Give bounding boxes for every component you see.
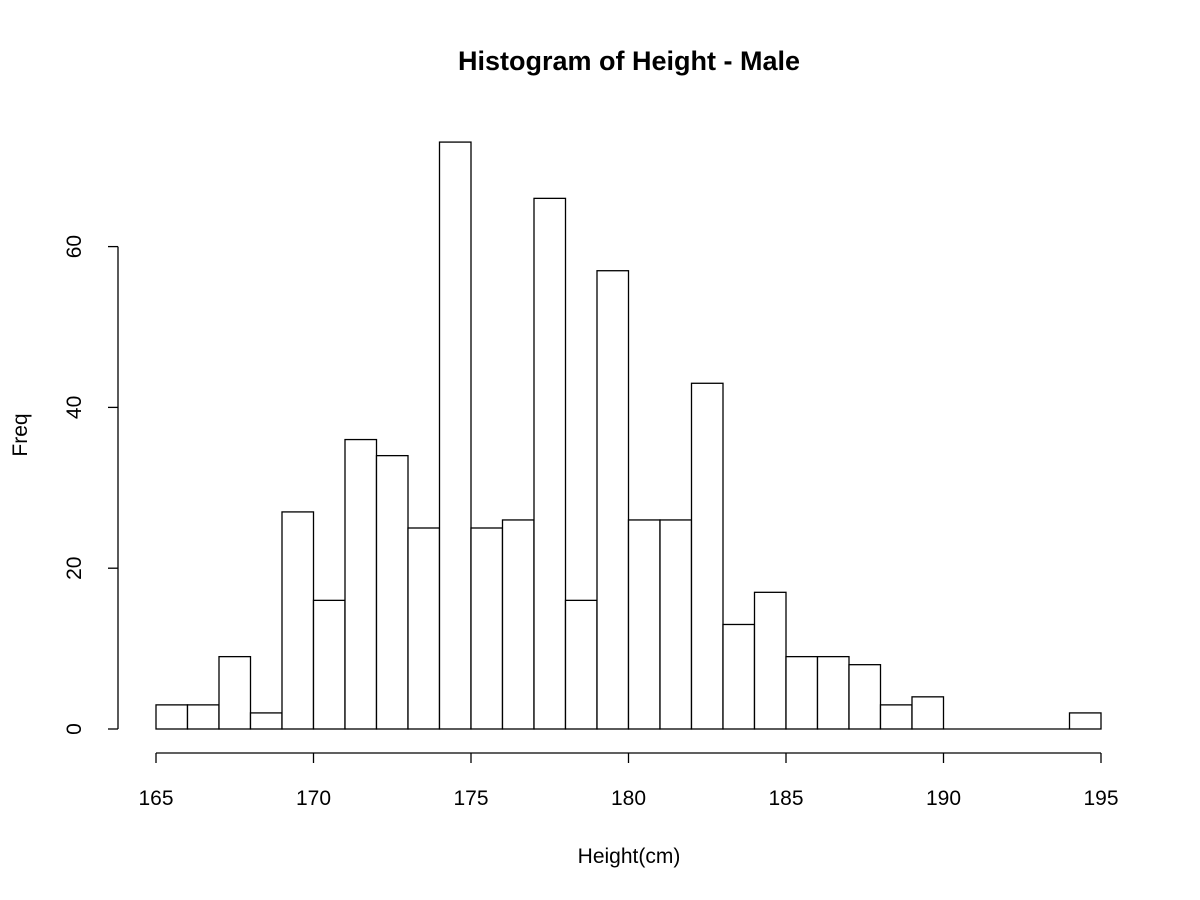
- histogram-bar: [879, 704, 913, 730]
- y-tick-label: 0: [63, 723, 86, 735]
- histogram-bar: [470, 527, 504, 730]
- y-tick-label: 20: [63, 557, 86, 580]
- histogram-bar: [155, 704, 189, 730]
- y-axis-label: Freq: [9, 413, 32, 456]
- histogram-bar: [312, 599, 346, 730]
- x-tick-label: 170: [296, 787, 331, 810]
- x-axis: 165 170 175 180 185 190 195: [138, 752, 1119, 810]
- histogram-bar: [564, 599, 598, 730]
- x-tick-label: 195: [1083, 787, 1118, 810]
- histogram-bar: [438, 141, 472, 730]
- histogram-bar: [375, 454, 409, 730]
- x-tick-label: 165: [138, 787, 173, 810]
- histogram-bar: [753, 591, 787, 730]
- histogram-bar: [816, 655, 850, 730]
- y-tick-label: 40: [63, 396, 86, 419]
- y-tick-label: 60: [63, 235, 86, 258]
- histogram-bar: [501, 519, 535, 730]
- x-axis-label: Height(cm): [578, 845, 681, 868]
- histogram-bar: [1068, 712, 1102, 730]
- y-axis: 0 20 40 60: [63, 235, 119, 735]
- histogram-bar: [722, 623, 756, 730]
- bars-group: [155, 141, 1102, 730]
- x-tick-label: 175: [453, 787, 488, 810]
- histogram-bar: [407, 527, 441, 730]
- histogram-bar: [533, 197, 567, 730]
- histogram-bar: [785, 655, 819, 730]
- histogram-bar: [848, 664, 882, 730]
- x-tick-label: 185: [768, 787, 803, 810]
- histogram-bar: [344, 438, 378, 730]
- histogram-bar: [627, 519, 661, 730]
- x-tick-label: 190: [926, 787, 961, 810]
- histogram-bar: [911, 696, 945, 730]
- histogram-bar: [281, 511, 315, 730]
- histogram-bar: [690, 382, 724, 730]
- chart-title: Histogram of Height - Male: [458, 46, 800, 76]
- x-tick-label: 180: [611, 787, 646, 810]
- histogram-bar: [659, 519, 693, 730]
- histogram-bar: [596, 270, 630, 730]
- histogram-bar: [218, 655, 252, 730]
- histogram-bar: [186, 704, 220, 730]
- histogram-bar: [249, 712, 283, 730]
